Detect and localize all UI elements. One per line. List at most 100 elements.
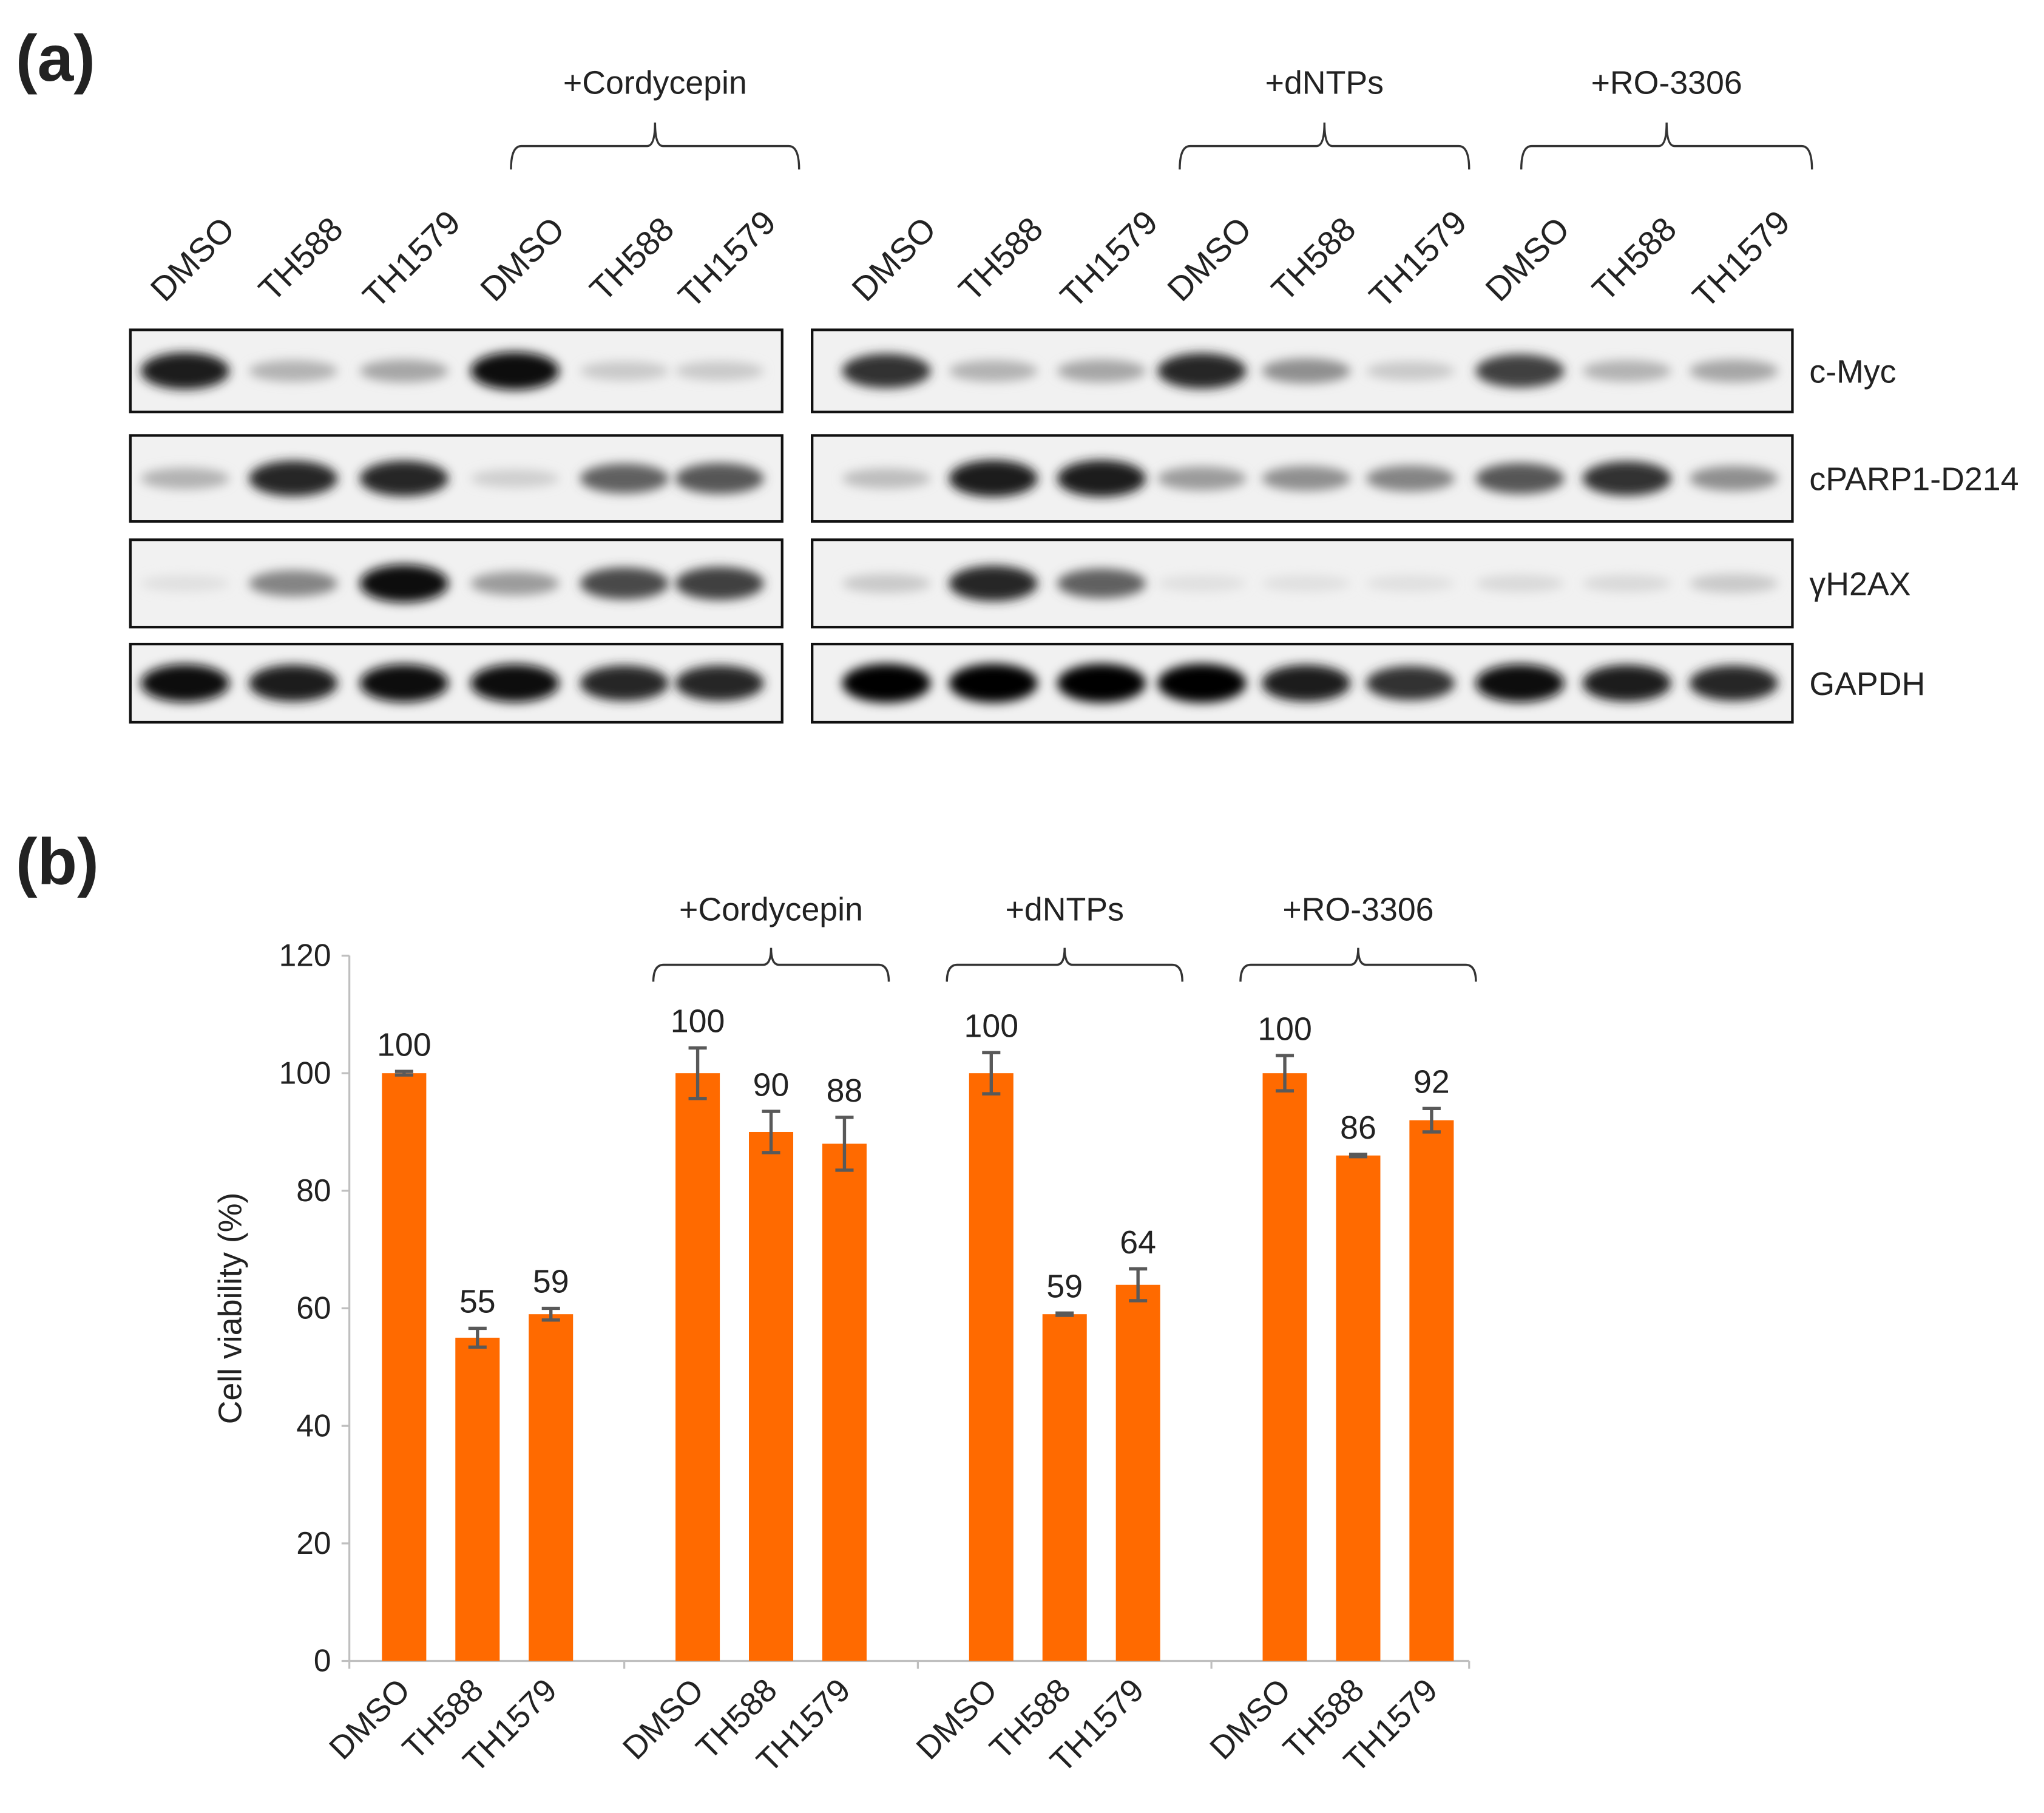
band	[140, 664, 230, 702]
error-bar	[468, 1326, 487, 1349]
band	[1157, 663, 1247, 703]
group-label: +RO-3306	[1591, 65, 1742, 101]
band	[842, 468, 931, 489]
band	[1475, 664, 1565, 702]
band	[359, 359, 448, 382]
band	[140, 467, 230, 490]
y-axis-label: Cell viability (%)	[212, 1193, 248, 1425]
protein-label: γH2AX	[1809, 566, 1910, 603]
lane-label: TH1579	[1685, 203, 1797, 315]
band	[1689, 665, 1778, 701]
lane-label: TH588	[582, 209, 681, 308]
band	[580, 361, 669, 381]
band	[1157, 575, 1247, 592]
bar	[969, 1073, 1014, 1661]
band	[249, 665, 338, 702]
value-label: 88	[827, 1073, 863, 1109]
band	[675, 665, 764, 701]
value-label: 59	[533, 1264, 569, 1300]
bracket	[1179, 122, 1470, 170]
group-label: +dNTPs	[1006, 891, 1124, 927]
band	[470, 469, 560, 488]
band	[249, 461, 338, 496]
band	[1057, 663, 1146, 703]
band	[470, 351, 560, 390]
error-bar	[835, 1116, 854, 1172]
band	[249, 570, 338, 597]
band	[949, 663, 1038, 703]
lane-label: TH1579	[1362, 203, 1474, 315]
lane-label: DMSO	[1160, 209, 1259, 308]
lane-label: TH588	[251, 209, 350, 308]
band	[580, 567, 669, 600]
bracket	[1239, 947, 1477, 982]
error-bar	[541, 1306, 560, 1322]
band	[675, 361, 764, 381]
bar	[382, 1073, 427, 1661]
band	[1366, 575, 1455, 592]
band	[1689, 574, 1778, 594]
band	[359, 564, 448, 603]
group-label: +Cordycepin	[563, 65, 747, 101]
error-bar	[1275, 1054, 1294, 1093]
band	[140, 575, 230, 592]
x-tick-label: DMSO	[322, 1672, 417, 1766]
protein-label: GAPDH	[1809, 666, 1925, 702]
bar	[1262, 1073, 1307, 1661]
value-label: 100	[964, 1008, 1019, 1044]
band	[470, 664, 560, 702]
error-bar	[394, 1069, 413, 1077]
value-label: 55	[459, 1284, 496, 1320]
band	[842, 574, 931, 594]
panel-label: (b)	[16, 825, 99, 898]
band	[1582, 665, 1671, 702]
band	[1157, 353, 1247, 389]
group-label: +RO-3306	[1282, 891, 1433, 927]
band	[1057, 460, 1146, 497]
band	[1262, 466, 1351, 491]
y-tick-label: 40	[296, 1408, 331, 1443]
bar	[1336, 1155, 1381, 1661]
band	[140, 352, 230, 390]
band	[470, 571, 560, 595]
error-bar	[762, 1110, 780, 1154]
error-bar	[1349, 1153, 1367, 1159]
band	[580, 463, 669, 493]
bar	[1042, 1314, 1087, 1661]
protein-label: cPARP1-D214	[1809, 461, 2019, 498]
band	[1582, 574, 1671, 592]
x-tick-label: DMSO	[909, 1672, 1004, 1766]
protein-label: c-Myc	[1809, 353, 1896, 390]
y-tick-label: 0	[314, 1643, 331, 1678]
band	[1475, 463, 1565, 494]
band	[359, 664, 448, 702]
blot-background	[129, 642, 783, 724]
lane-label: TH1579	[671, 203, 783, 315]
error-bar	[1422, 1106, 1441, 1134]
error-bar	[1055, 1311, 1074, 1317]
band	[675, 463, 764, 494]
blot-background	[129, 538, 783, 629]
bracket	[1520, 122, 1813, 170]
band	[1475, 354, 1565, 388]
lane-label: DMSO	[143, 209, 242, 308]
band	[249, 360, 338, 382]
band	[842, 353, 931, 388]
band	[1689, 466, 1778, 491]
error-bar	[1129, 1267, 1148, 1303]
bar	[822, 1144, 867, 1661]
y-tick-label: 80	[296, 1173, 331, 1208]
value-label: 90	[753, 1066, 790, 1103]
band	[842, 663, 931, 703]
lane-label: DMSO	[844, 209, 943, 308]
band	[1366, 361, 1455, 381]
band	[1582, 360, 1671, 382]
blot-background	[129, 434, 783, 523]
value-label: 59	[1046, 1268, 1083, 1304]
y-tick-label: 20	[296, 1525, 331, 1561]
error-bar	[688, 1046, 707, 1100]
band	[359, 461, 448, 496]
panel-label: (a)	[16, 22, 95, 95]
